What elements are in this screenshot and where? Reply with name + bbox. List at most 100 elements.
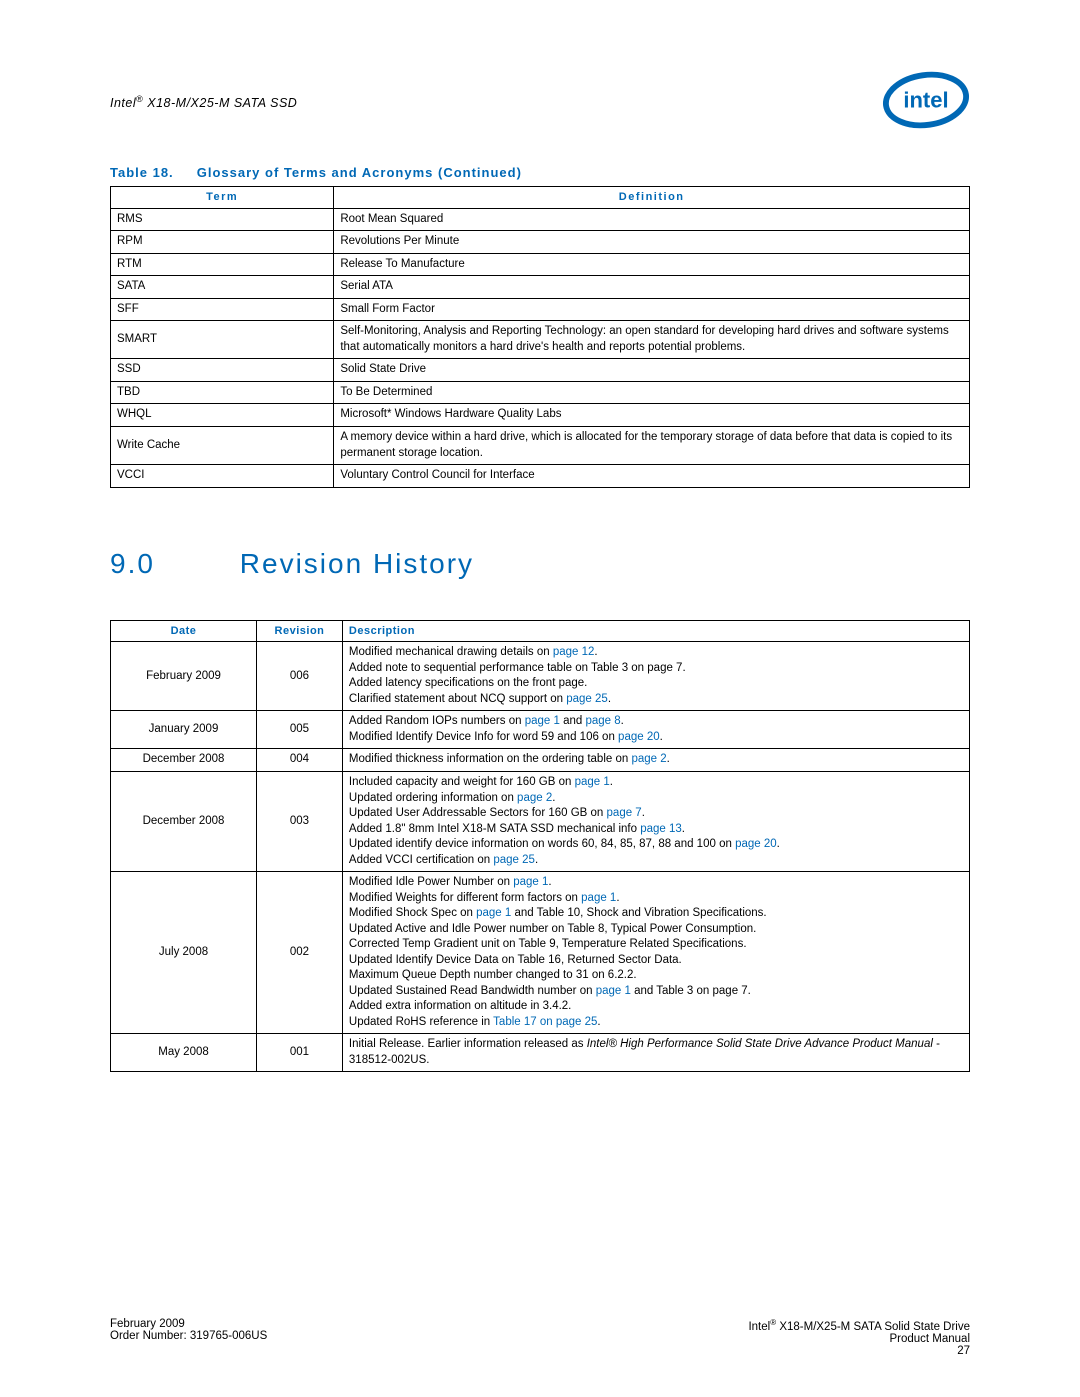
date-cell: December 2008 [111,772,257,872]
page-link[interactable]: page 1 [575,776,610,788]
table-row: SMARTSelf-Monitoring, Analysis and Repor… [111,321,970,359]
description-line: Added 1.8" 8mm Intel X18-M SATA SSD mech… [349,822,963,838]
term-cell: SFF [111,298,334,321]
description-line: Modified Shock Spec on page 1 and Table … [349,906,963,922]
revision-cell: 003 [257,772,343,872]
page-link[interactable]: page 12 [553,646,595,658]
table-row: Write CacheA memory device within a hard… [111,427,970,465]
description-line: Updated Active and Idle Power number on … [349,922,963,938]
definition-cell: Small Form Factor [334,298,970,321]
description-line: Maximum Queue Depth number changed to 31… [349,968,963,984]
description-line: Clarified statement about NCQ support on… [349,692,963,708]
page-link[interactable]: page 1 [581,892,616,904]
description-cell: Modified mechanical drawing details on p… [342,642,969,711]
term-cell: SMART [111,321,334,359]
term-cell: SATA [111,276,334,299]
page-link[interactable]: page 7 [607,807,642,819]
page-link[interactable]: page 20 [735,838,777,850]
date-cell: December 2008 [111,749,257,772]
table-row: WHQLMicrosoft* Windows Hardware Quality … [111,404,970,427]
footer-manual: Product Manual [748,1333,970,1345]
date-cell: May 2008 [111,1034,257,1072]
definition-cell: A memory device within a hard drive, whi… [334,427,970,465]
term-cell: WHQL [111,404,334,427]
table-row: RPMRevolutions Per Minute [111,231,970,254]
date-cell: February 2009 [111,642,257,711]
description-line: Updated Identify Device Data on Table 16… [349,953,963,969]
page-link[interactable]: page 1 [596,985,631,997]
term-cell: SSD [111,359,334,382]
description-line: Updated User Addressable Sectors for 160… [349,806,963,822]
definition-cell: Root Mean Squared [334,208,970,231]
glossary-caption: Table 18. Glossary of Terms and Acronyms… [110,165,970,180]
description-line: Corrected Temp Gradient unit on Table 9,… [349,937,963,953]
description-line: Included capacity and weight for 160 GB … [349,775,963,791]
definition-cell: Microsoft* Windows Hardware Quality Labs [334,404,970,427]
term-cell: Write Cache [111,427,334,465]
description-line: Added note to sequential performance tab… [349,661,963,677]
table-header-row: Term Definition [111,187,970,209]
col-description: Description [342,620,969,642]
term-cell: RMS [111,208,334,231]
page-link[interactable]: page 13 [640,823,682,835]
glossary-table: Term Definition RMSRoot Mean SquaredRPMR… [110,186,970,488]
table-row: December 2008004 Modified thickness infor… [111,749,970,772]
page-link[interactable]: page 1 [513,876,548,888]
table-row: VCCIVoluntary Control Council for Interf… [111,465,970,488]
table-row: December 2008003 Included capacity and we… [111,772,970,872]
definition-cell: Serial ATA [334,276,970,299]
table-row: January 2009005Added Random IOPs numbers… [111,711,970,749]
table-row: RTMRelease To Manufacture [111,253,970,276]
page-link[interactable]: page 1 [525,715,560,727]
page-link[interactable]: page 8 [585,715,620,727]
table-row: RMSRoot Mean Squared [111,208,970,231]
definition-cell: Self-Monitoring, Analysis and Reporting … [334,321,970,359]
description-line: Added VCCI certification on page 25. [349,853,963,869]
col-definition: Definition [334,187,970,209]
page-link[interactable]: Table 17 on page 25 [493,1016,597,1028]
description-line: Modified Weights for different form fact… [349,891,963,907]
footer-page-number: 27 [748,1345,970,1357]
page-link[interactable]: page 2 [517,792,552,804]
table-row: SFFSmall Form Factor [111,298,970,321]
revision-cell: 005 [257,711,343,749]
revision-cell: 002 [257,872,343,1034]
table-row: May 2008001Initial Release. Earlier info… [111,1034,970,1072]
footer-product: Intel® X18-M/X25-M SATA Solid State Driv… [748,1318,970,1333]
description-cell: Modified thickness information on the or… [342,749,969,772]
col-date: Date [111,620,257,642]
col-revision: Revision [257,620,343,642]
page-link[interactable]: page 1 [476,907,511,919]
page-link[interactable]: page 20 [618,731,660,743]
table-row: SSDSolid State Drive [111,359,970,382]
table-row: TBDTo Be Determined [111,381,970,404]
term-cell: VCCI [111,465,334,488]
definition-cell: Release To Manufacture [334,253,970,276]
date-cell: July 2008 [111,872,257,1034]
revision-cell: 004 [257,749,343,772]
description-cell: Included capacity and weight for 160 GB … [342,772,969,872]
page: Intel® X18-M/X25-M SATA SSD intel Table … [0,0,1080,1397]
description-line: Modified thickness information on the or… [349,752,963,768]
description-line: Updated ordering information on page 2. [349,791,963,807]
description-line: Added extra information on altitude in 3… [349,999,963,1015]
table-row: February 2009006Modified mechanical draw… [111,642,970,711]
page-footer: February 2009 Order Number: 319765-006US… [110,1318,970,1357]
footer-left: February 2009 Order Number: 319765-006US [110,1318,267,1357]
page-link[interactable]: page 25 [493,854,535,866]
definition-cell: Voluntary Control Council for Interface [334,465,970,488]
footer-date: February 2009 [110,1318,267,1330]
page-header: Intel® X18-M/X25-M SATA SSD intel [110,70,970,135]
table-row: SATASerial ATA [111,276,970,299]
page-link[interactable]: page 25 [566,693,608,705]
revision-history-table: Date Revision Description February 20090… [110,620,970,1073]
section-title: Revision History [240,548,474,579]
product-line: Intel® X18-M/X25-M SATA SSD [110,94,297,110]
definition-cell: Revolutions Per Minute [334,231,970,254]
definition-cell: Solid State Drive [334,359,970,382]
description-line: Added Random IOPs numbers on page 1 and … [349,714,963,730]
description-cell: Initial Release. Earlier information rel… [342,1034,969,1072]
table-row: July 2008002Modified Idle Power Number o… [111,872,970,1034]
page-link[interactable]: page 2 [631,753,666,765]
term-cell: RPM [111,231,334,254]
